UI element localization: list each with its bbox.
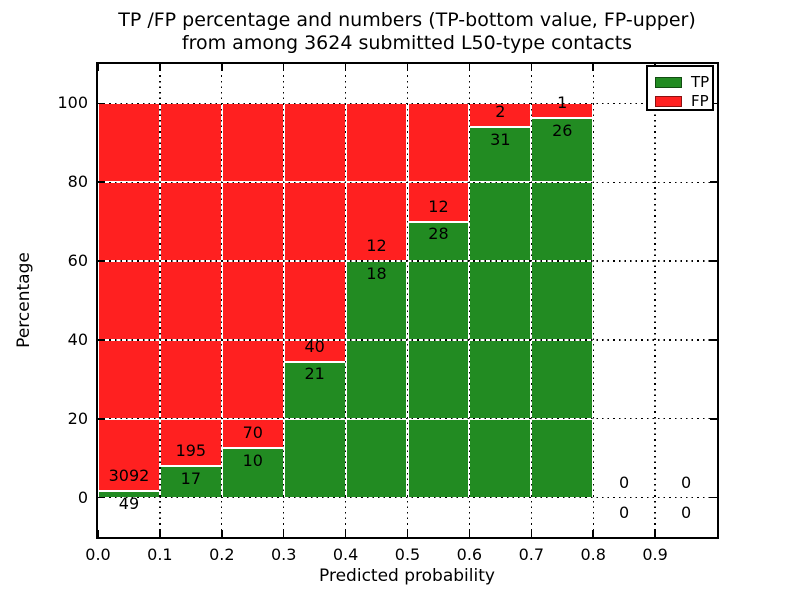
bar-tp-segment xyxy=(345,261,408,498)
x-tick-mark-bottom xyxy=(530,530,533,537)
y-tick-label: 60 xyxy=(67,251,88,271)
bar-count-label-tp: 10 xyxy=(242,450,263,470)
gridline-v xyxy=(159,64,161,537)
legend-label-fp: FP xyxy=(691,91,709,110)
bar-fp-segment xyxy=(221,103,284,449)
x-tick-mark-top xyxy=(221,64,223,71)
x-tick-label: 0.7 xyxy=(518,545,545,564)
bar-tp-segment xyxy=(407,221,470,498)
bar-count-label-fp: 3092 xyxy=(108,466,150,486)
y-tick-mark-right xyxy=(710,181,717,184)
legend-item-tp: TP xyxy=(648,73,712,91)
y-tick-mark-left xyxy=(98,417,105,420)
bar-count-label-fp: 12 xyxy=(428,196,449,216)
bar-count-label-fp: 12 xyxy=(366,236,387,256)
bar-count-label-fp: 1 xyxy=(557,93,568,113)
x-tick-mark-top xyxy=(159,64,161,71)
x-tick-mark-top xyxy=(97,64,99,71)
plot-area: 3092 49 195 17 70 10 40 21 12 18 12 28 2 31 1 26 0 0 0 0 xyxy=(96,62,719,539)
x-tick-mark-bottom xyxy=(654,530,656,537)
x-tick-mark-top xyxy=(344,64,347,71)
y-tick-label: 0 xyxy=(77,487,88,507)
bar-count-label-tp: 49 xyxy=(118,494,140,514)
gridline-v xyxy=(654,64,656,537)
x-tick-mark-top xyxy=(282,64,285,71)
x-tick-mark-top xyxy=(530,64,533,71)
gridline-v xyxy=(344,64,347,537)
y-tick-mark-right xyxy=(710,417,717,420)
x-tick-label: 0.0 xyxy=(85,545,111,564)
bar-count-label-fp: 195 xyxy=(175,440,207,460)
y-tick-mark-left xyxy=(98,260,105,262)
x-tick-mark-bottom xyxy=(282,530,285,537)
chart-title: TP /FP percentage and numbers (TP-bottom… xyxy=(15,9,799,55)
x-tick-mark-bottom xyxy=(159,530,161,537)
bar-fp-segment xyxy=(159,103,222,466)
y-tick-mark-left xyxy=(98,181,105,184)
bar-count-label-tp: 28 xyxy=(428,224,449,244)
bar-count-label-tp: 17 xyxy=(180,468,202,488)
y-tick-mark-right xyxy=(710,339,717,341)
legend: TP FP xyxy=(646,65,714,111)
x-tick-label: 0.6 xyxy=(456,545,483,564)
y-tick-mark-left xyxy=(98,102,105,105)
x-tick-mark-bottom xyxy=(592,530,594,537)
y-tick-mark-left xyxy=(98,339,105,341)
bar-count-label-tp: 21 xyxy=(304,364,325,384)
bar-count-label-tp: 31 xyxy=(490,129,511,149)
gridline-v xyxy=(530,64,532,537)
bar-fp-segment xyxy=(283,103,346,362)
x-tick-mark-top xyxy=(468,64,471,71)
bar-count-label-fp: 0 xyxy=(619,472,630,492)
bar-count-label-fp: 40 xyxy=(304,336,325,356)
y-tick-mark-right xyxy=(710,260,717,262)
x-tick-label: 0.9 xyxy=(642,545,668,564)
legend-item-fp: FP xyxy=(648,92,712,110)
chart-title-line1: TP /FP percentage and numbers (TP-bottom… xyxy=(118,9,696,31)
y-tick-mark-left xyxy=(98,496,105,499)
x-tick-mark-top xyxy=(592,64,594,71)
bar-count-label-fp: 0 xyxy=(680,472,692,492)
x-tick-mark-bottom xyxy=(97,530,99,537)
y-tick-label: 80 xyxy=(67,172,88,192)
x-tick-label: 0.4 xyxy=(332,545,359,564)
x-tick-label: 0.5 xyxy=(394,545,421,564)
y-tick-label: 40 xyxy=(67,329,88,349)
legend-swatch-fp xyxy=(655,95,682,107)
legend-label-tp: TP xyxy=(691,72,710,91)
y-tick-label: 100 xyxy=(57,93,88,113)
x-tick-mark-bottom xyxy=(468,530,471,537)
gridline-v xyxy=(283,64,285,537)
x-tick-label: 0.3 xyxy=(270,545,297,564)
bar-fp-segment xyxy=(98,103,160,492)
gridline-v xyxy=(592,64,594,537)
bar-count-label-tp: 0 xyxy=(680,502,692,522)
x-tick-label: 0.2 xyxy=(209,545,235,564)
gridline-v xyxy=(406,64,409,537)
x-axis-label: Predicted probability xyxy=(319,566,495,586)
y-tick-mark-right xyxy=(710,496,717,499)
bar-tp-segment xyxy=(531,118,594,498)
x-tick-label: 0.1 xyxy=(147,545,173,564)
gridline-v xyxy=(221,64,223,537)
chart-title-line2: from among 3624 submitted L50-type conta… xyxy=(181,32,633,54)
x-tick-mark-top xyxy=(406,64,409,71)
y-tick-label: 20 xyxy=(67,408,88,428)
x-tick-label: 0.8 xyxy=(580,545,606,564)
bar-count-label-tp: 18 xyxy=(366,263,387,283)
bar-count-label-fp: 2 xyxy=(495,102,506,122)
x-tick-mark-bottom xyxy=(221,530,223,537)
x-tick-mark-bottom xyxy=(406,530,409,537)
x-tick-mark-bottom xyxy=(344,530,347,537)
gridline-v xyxy=(468,64,471,537)
bar-count-label-tp: 26 xyxy=(552,120,573,140)
legend-swatch-tp xyxy=(655,76,682,88)
bar-count-label-tp: 0 xyxy=(619,502,630,522)
bar-count-label-fp: 70 xyxy=(242,423,263,443)
